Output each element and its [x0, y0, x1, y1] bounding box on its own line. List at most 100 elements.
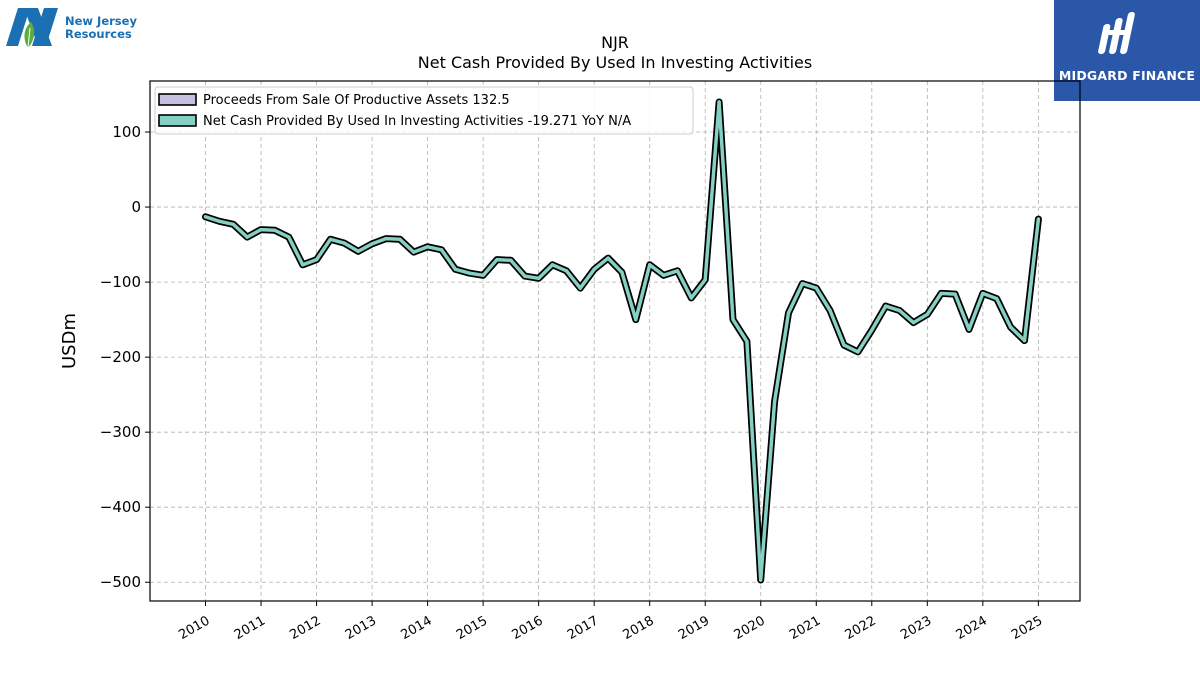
data-point [578, 286, 582, 290]
data-point [203, 215, 208, 219]
data-point [314, 257, 319, 262]
data-point [953, 292, 957, 296]
legend-label-proceeds: Proceeds From Sale Of Productive Assets … [203, 93, 510, 108]
y-tick-label: 0 [131, 198, 141, 216]
data-point [523, 274, 527, 278]
x-tick-label: 2015 [454, 613, 490, 643]
data-point [425, 245, 430, 249]
y-tick-label: −100 [100, 273, 141, 291]
logo-line-2: Resources [65, 27, 132, 41]
data-point [981, 291, 985, 296]
data-point [897, 308, 902, 313]
data-point [328, 237, 333, 241]
data-point [967, 327, 971, 332]
data-point [703, 278, 707, 282]
midgard-logo-icon [1098, 12, 1135, 54]
data-point [620, 270, 624, 274]
series-line [203, 100, 1041, 582]
y-tick-label: 100 [112, 123, 141, 141]
x-tick-label: 2022 [843, 613, 879, 643]
data-point [606, 256, 610, 260]
data-point [786, 311, 791, 315]
data-point [231, 222, 235, 226]
data-point [259, 227, 263, 232]
data-point [925, 312, 929, 317]
data-point [828, 308, 832, 313]
company-logo: New Jersey Resources [4, 4, 144, 52]
x-axis: 2010 2011 2012 2013 2014 2015 2016 2017 2018 2019… [176, 601, 1045, 643]
data-point [1022, 338, 1027, 343]
data-point [995, 296, 999, 301]
x-tick-label: 2010 [176, 613, 212, 643]
logo-line-1: New Jersey [65, 14, 137, 28]
data-point [1008, 325, 1013, 329]
x-tick-label: 2011 [232, 613, 268, 643]
data-point [217, 219, 222, 223]
legend-box [154, 86, 694, 135]
data-point [592, 267, 596, 271]
data-point [245, 235, 249, 239]
chart-title: NJR [601, 33, 629, 52]
x-tick-label: 2025 [1009, 613, 1045, 643]
data-point [301, 263, 305, 267]
x-tick-label: 2019 [676, 613, 712, 643]
data-point [453, 267, 458, 271]
data-point [634, 317, 638, 322]
data-point [273, 228, 277, 232]
data-point [856, 350, 860, 354]
y-axis-label: USDm [59, 313, 80, 369]
legend: Proceeds From Sale Of Productive Assets … [154, 86, 694, 135]
data-point [412, 250, 416, 254]
data-point [675, 269, 680, 273]
chart-subtitle: Net Cash Provided By Used In Investing A… [418, 53, 812, 72]
legend-swatch-proceeds [158, 93, 197, 106]
y-tick-label: −500 [100, 573, 141, 591]
y-tick-label: −300 [100, 423, 141, 441]
data-point [884, 304, 888, 308]
data-point [842, 343, 846, 347]
data-point [911, 320, 916, 325]
data-point [661, 273, 666, 277]
data-point [481, 273, 485, 277]
x-tick-label: 2014 [398, 613, 434, 643]
brand-name: MIDGARD FINANCE [1058, 68, 1196, 83]
nj-resources-icon [6, 8, 58, 49]
data-point [439, 248, 444, 252]
data-point [717, 100, 721, 104]
series-outline [202, 98, 1042, 584]
y-tick-label: −400 [100, 498, 141, 516]
plot-frame [149, 80, 1081, 602]
series-layer [202, 98, 1042, 584]
data-point [772, 399, 777, 404]
data-point [731, 317, 735, 322]
data-point [537, 276, 541, 280]
x-tick-label: 2013 [343, 613, 379, 643]
data-point [814, 286, 818, 290]
legend-label-net-cash: Net Cash Provided By Used In Investing A… [203, 114, 631, 129]
data-point [398, 237, 402, 241]
data-point [342, 241, 346, 245]
data-point [1036, 217, 1041, 221]
x-tick-label: 2018 [621, 613, 657, 643]
data-point [564, 269, 569, 273]
x-tick-label: 2012 [287, 613, 323, 643]
y-tick-label: −200 [100, 348, 141, 366]
data-point [509, 258, 513, 262]
data-point [287, 235, 291, 239]
x-tick-label: 2021 [787, 613, 823, 643]
data-point [745, 339, 749, 344]
data-point [467, 271, 471, 275]
data-point [550, 263, 555, 267]
data-point [648, 263, 652, 267]
x-tick-label: 2017 [565, 613, 601, 643]
y-axis: 100 0 −100 −200 −300 −400 −500 [100, 123, 150, 591]
data-point [870, 328, 874, 332]
x-tick-label: 2016 [509, 613, 545, 643]
logo-text: New Jersey Resources [65, 15, 137, 41]
x-tick-label: 2024 [954, 613, 990, 643]
brand-badge: MIDGARD FINANCE [1054, 0, 1200, 101]
data-point [800, 281, 805, 286]
x-tick-label: 2020 [732, 613, 768, 643]
data-point [356, 249, 360, 253]
